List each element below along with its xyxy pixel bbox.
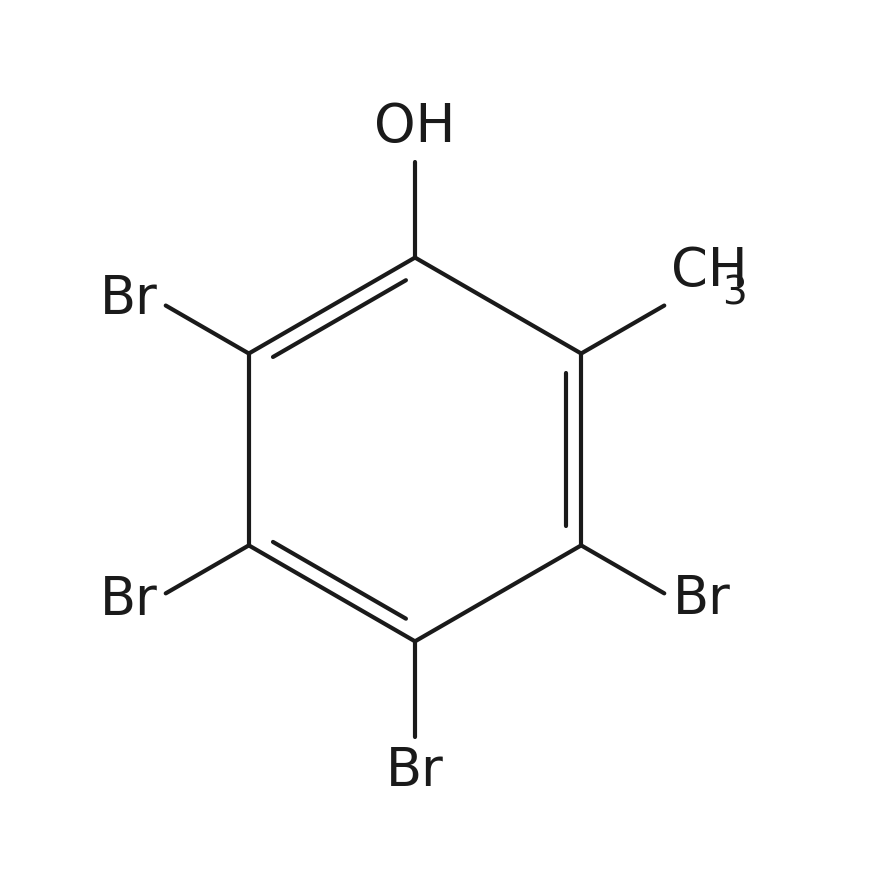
Text: Br: Br (100, 272, 158, 325)
Text: 3: 3 (723, 274, 748, 312)
Text: Br: Br (386, 746, 444, 797)
Text: CH: CH (671, 246, 748, 297)
Text: OH: OH (375, 101, 456, 153)
Text: Br: Br (100, 574, 158, 627)
Text: Br: Br (673, 573, 731, 625)
